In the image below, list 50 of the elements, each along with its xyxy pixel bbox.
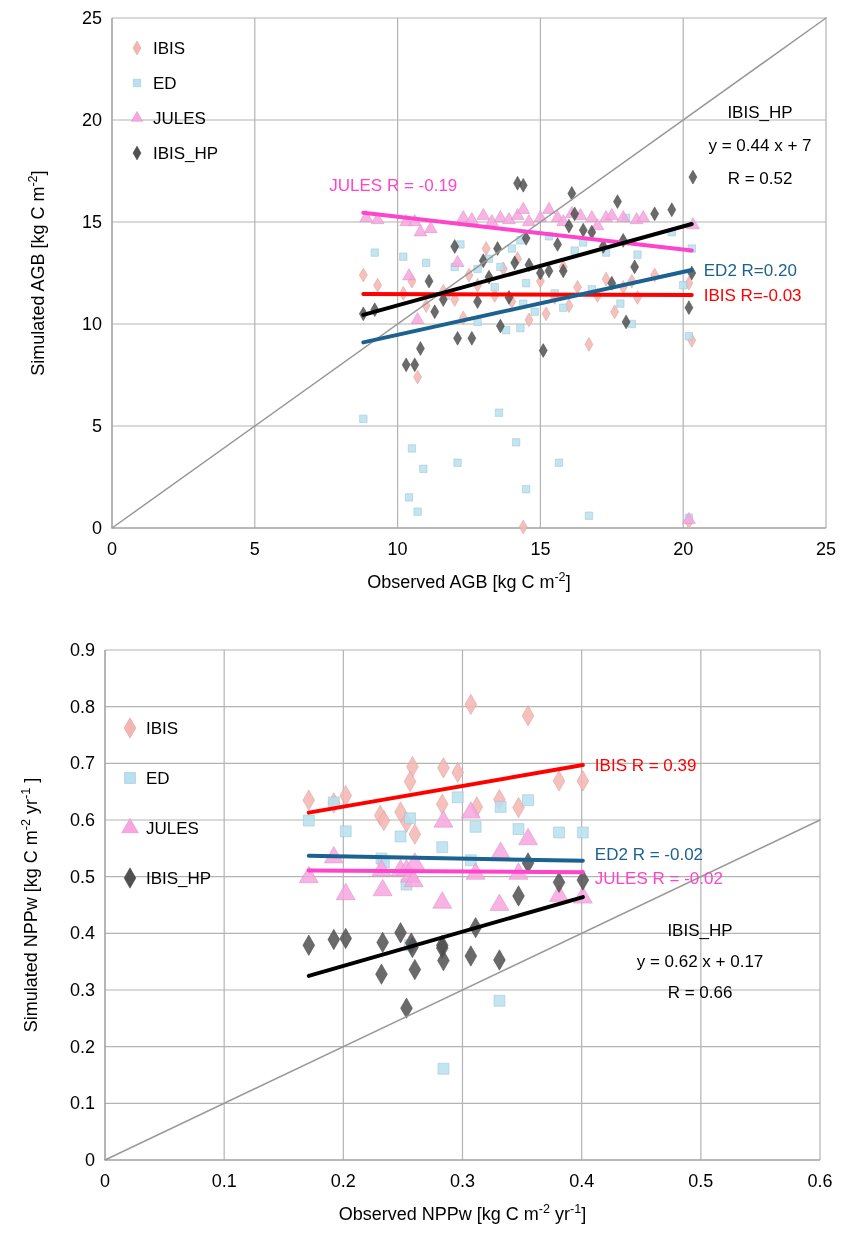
y-tick-label: 0.8 [69,696,95,717]
series-label: JULES R = -0.02 [594,869,723,889]
annotation: y = 0.44 x + 7 [708,136,812,155]
annotation: R = 0.52 [727,169,793,188]
x-tick-label: 0.5 [688,1171,714,1191]
x-tick-label: 5 [249,539,260,559]
x-tick-label: 25 [815,539,837,559]
x-tick-label: 0.3 [449,1171,476,1191]
series-label: JULES R = -0.19 [329,175,458,195]
series-label: ED2 R=0.20 [703,260,797,280]
y-tick-label: 0 [91,518,102,538]
annotation: R = 0.66 [667,983,733,1002]
x-tick-label: 20 [673,539,694,559]
legend-label: IBIS [153,39,186,58]
y-tick-label: 0.5 [69,866,95,887]
series-label: ED2 R = -0.02 [594,845,704,865]
y-tick-label: 0.6 [69,810,95,830]
y-tick-label: 0.2 [69,1036,95,1057]
legend-label: ED [153,74,177,93]
annotation: IBIS_HP [727,103,793,122]
x-axis-title: Observed NPPw [kg C m$^{-2}$ yr$^{-1}$] [338,1202,587,1224]
legend-label: JULES [153,109,206,128]
x-tick-label: 0.4 [569,1171,595,1191]
legend-label: ED [146,769,170,788]
y-tick-label: 15 [81,212,102,232]
x-tick-label: 0.1 [211,1171,237,1191]
legend-label: IBIS [146,719,179,738]
y-tick-label: 5 [91,416,102,436]
y-tick-label: 0.4 [69,923,95,944]
legend-label: IBIS_HP [146,869,212,888]
y-tick-label: 10 [81,314,102,334]
annotation: y = 0.62 x + 0.17 [636,952,764,971]
legend-label: JULES [146,819,199,838]
y-tick-label: 0.7 [69,753,95,774]
y-tick-label: 0.1 [69,1093,95,1114]
x-tick-label: 10 [387,539,408,559]
series-label: IBIS R=-0.03 [703,286,802,306]
x-tick-label: 0.6 [807,1171,833,1191]
y-tick-label: 0.9 [69,640,95,660]
y-tick-label: 20 [81,110,102,130]
y-tick-label: 0.3 [69,980,95,1000]
x-tick-label: 0 [106,539,118,559]
series-label: IBIS R = 0.39 [594,756,697,776]
x-tick-label: 15 [530,539,551,559]
y-tick-label: 25 [81,8,102,28]
x-axis-title: Observed AGB [kg C m$^{-2}$] [367,570,571,592]
y-tick-label: 0 [84,1150,95,1170]
annotation: IBIS_HP [667,921,733,940]
legend-label: IBIS_HP [153,144,219,163]
x-tick-label: 0.2 [330,1171,356,1191]
